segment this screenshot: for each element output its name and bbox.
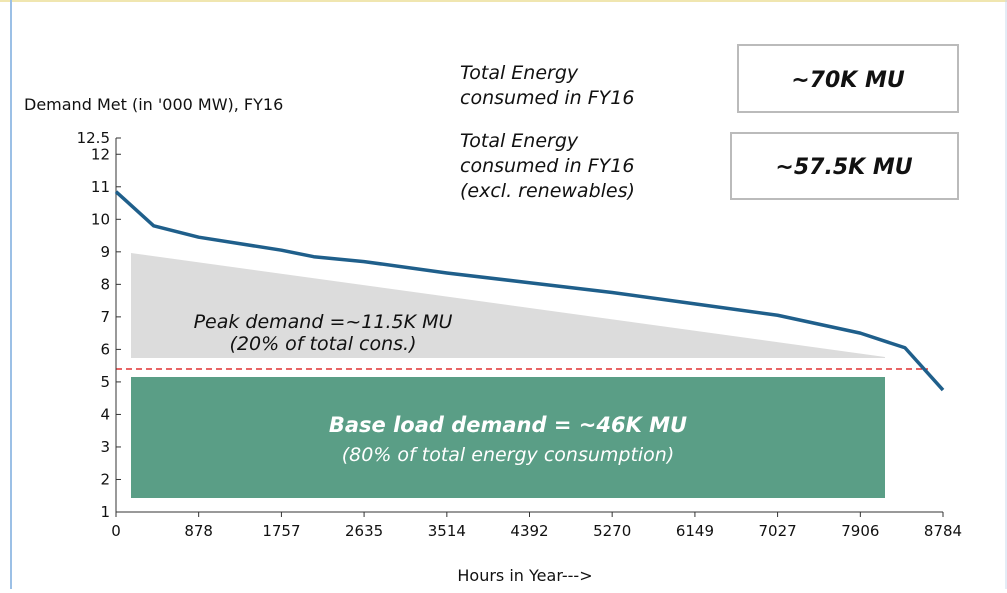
excl_label-text: Total Energy [460,130,579,152]
peak-text: Peak demand =~11.5K MU [194,311,453,333]
y-tick-label: 1 [100,503,110,521]
y-tick-label: 12 [91,145,110,163]
y-tick-label: 6 [100,340,110,358]
y-tick-label: 12.5 [77,129,110,147]
total_label-text: consumed in FY16 [460,87,634,109]
peak-text: (20% of total cons.) [230,333,417,355]
x-tick-label: 4392 [510,522,548,540]
x-tick-label: 3514 [428,522,466,540]
y-tick-label: 9 [100,243,110,261]
y-tick-label: 5 [100,373,110,391]
excl-value: ~57.5K MU [775,155,912,180]
y-tick-label: 11 [91,178,110,196]
x-axis-label: Hours in Year---> [457,566,592,585]
x-tick-label: 6149 [676,522,714,540]
excl_label-text: (excl. renewables) [460,180,635,202]
y-tick-label: 2 [100,470,110,488]
x-tick-label: 5270 [593,522,631,540]
demand-line [114,190,945,392]
x-tick-label: 2635 [345,522,383,540]
y-tick-label: 3 [100,438,110,456]
total-value: ~70K MU [791,68,905,93]
y-tick-label: 7 [100,308,110,326]
annotations: Total Energy consumed in FY16 Total Energy… [194,62,688,466]
x-tick-label: 878 [184,522,213,540]
x-tick-label: 0 [111,522,121,540]
base-region [131,377,885,498]
x-tick-label: 8784 [924,522,962,540]
base-sub: (80% of total energy consumption) [342,444,675,466]
excl_label-text: consumed in FY16 [460,155,634,177]
excl-box [730,132,959,200]
base-title: Base load demand = ~46K MU [329,413,687,437]
y-axis-label: Demand Met (in '000 MW), FY16 [24,95,283,114]
x-tick-label: 7906 [841,522,879,540]
peak-region [131,253,885,358]
y-tick-label: 8 [100,275,110,293]
total_label-text: Total Energy [460,62,579,84]
y-tick-label: 4 [100,405,110,423]
x-tick-label: 1757 [262,522,300,540]
x-tick-label: 7027 [758,522,796,540]
total-box [737,44,959,113]
y-tick-label: 10 [91,210,110,228]
